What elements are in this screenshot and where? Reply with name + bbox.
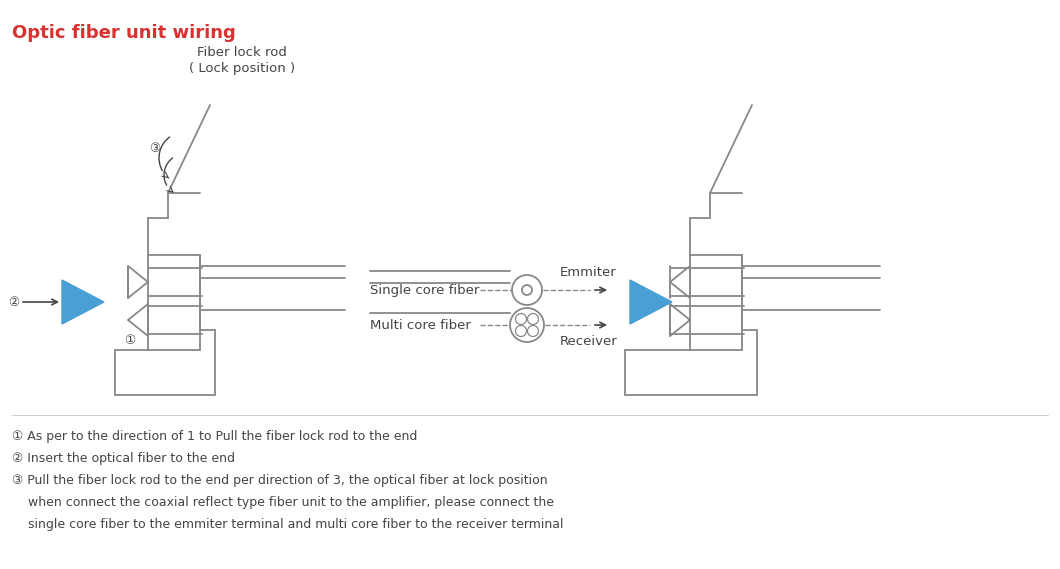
Text: ①: ① bbox=[124, 333, 136, 347]
Text: Receiver: Receiver bbox=[560, 335, 618, 348]
Text: ( Lock position ): ( Lock position ) bbox=[189, 62, 295, 75]
Text: Optic fiber unit wiring: Optic fiber unit wiring bbox=[12, 24, 235, 42]
Text: Emmiter: Emmiter bbox=[560, 266, 617, 278]
Text: Single core fiber: Single core fiber bbox=[370, 283, 479, 296]
Text: when connect the coaxial reflect type fiber unit to the amplifier, please connec: when connect the coaxial reflect type fi… bbox=[12, 496, 554, 509]
Text: ② Insert the optical fiber to the end: ② Insert the optical fiber to the end bbox=[12, 452, 235, 465]
Text: ① As per to the direction of 1 to Pull the fiber lock rod to the end: ① As per to the direction of 1 to Pull t… bbox=[12, 430, 418, 443]
Text: ③ Pull the fiber lock rod to the end per direction of 3, the optical fiber at lo: ③ Pull the fiber lock rod to the end per… bbox=[12, 474, 548, 487]
Text: Fiber lock rod: Fiber lock rod bbox=[197, 46, 287, 59]
Text: single core fiber to the emmiter terminal and multi core fiber to the receiver t: single core fiber to the emmiter termina… bbox=[12, 518, 564, 531]
Polygon shape bbox=[61, 280, 104, 324]
Text: ③: ③ bbox=[149, 142, 161, 155]
Text: ②: ② bbox=[8, 295, 20, 308]
Polygon shape bbox=[630, 280, 672, 324]
Text: Multi core fiber: Multi core fiber bbox=[370, 319, 471, 332]
